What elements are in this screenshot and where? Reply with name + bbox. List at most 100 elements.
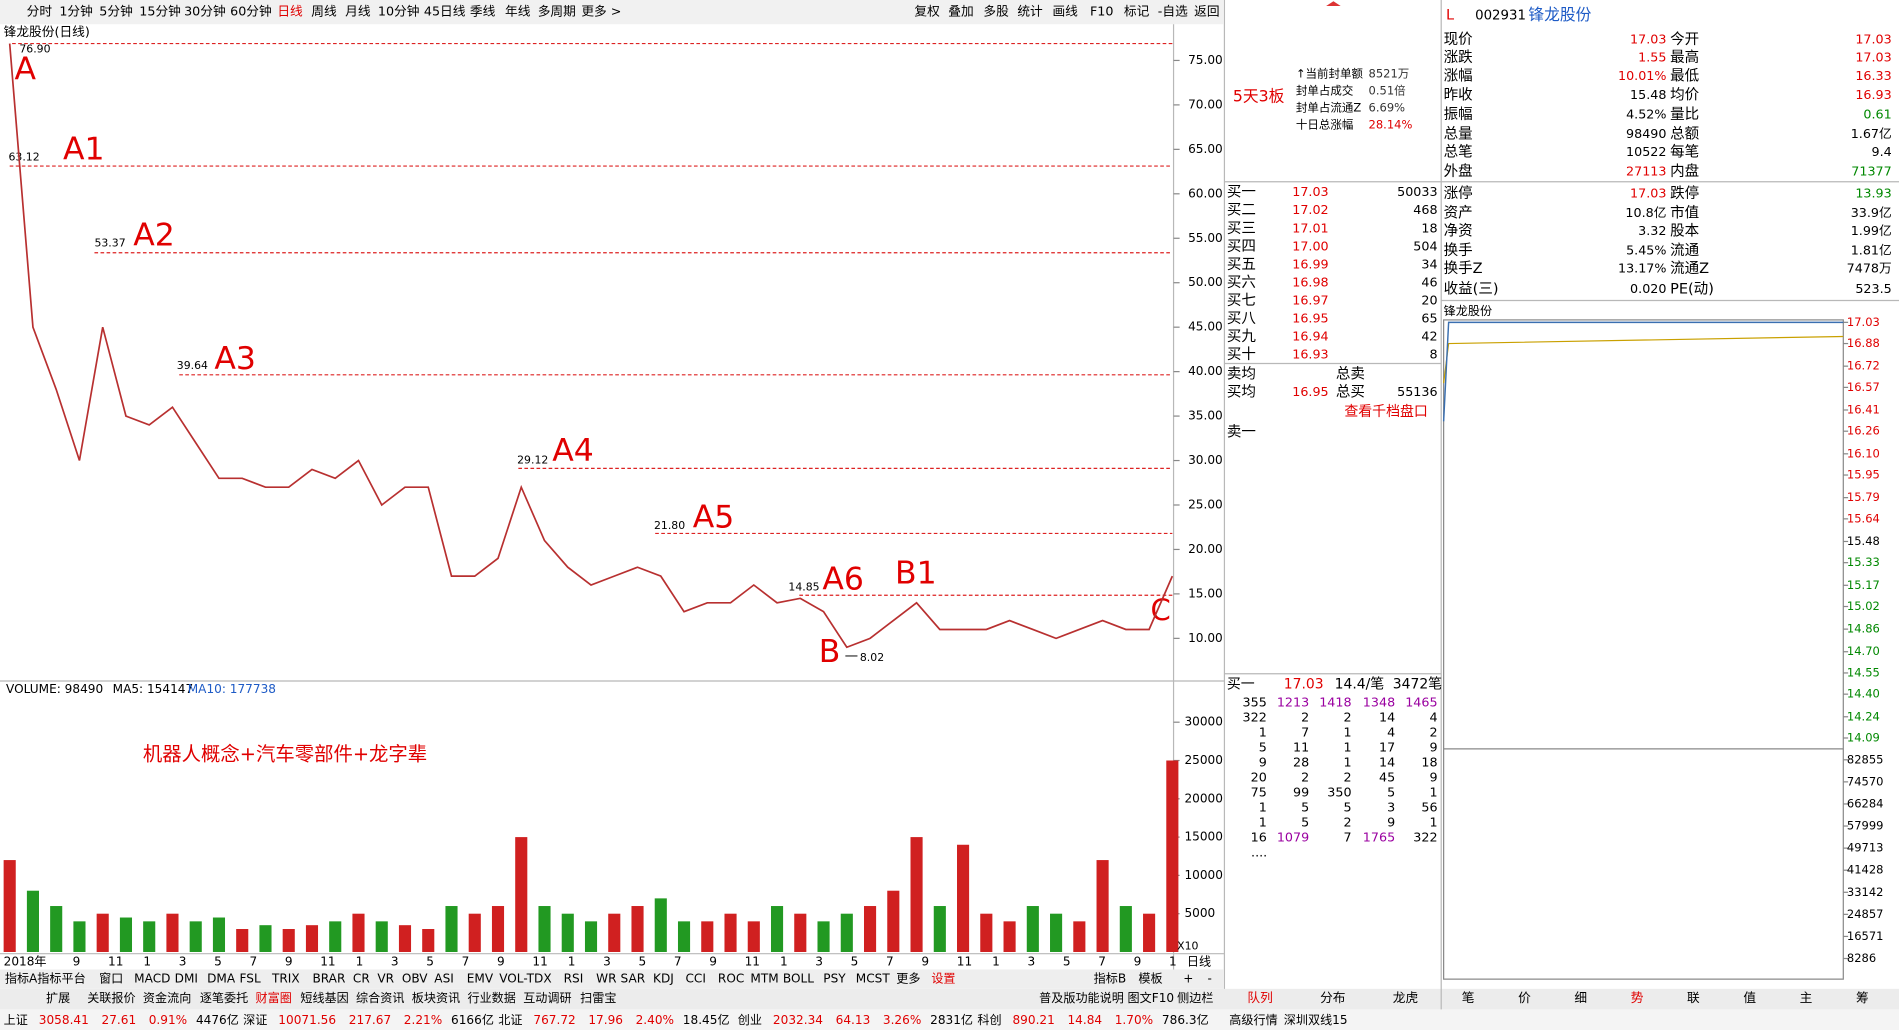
scale-label: X10: [1177, 939, 1198, 952]
indicator-tab[interactable]: BOLL: [783, 972, 814, 986]
toolbar-tab[interactable]: 年线: [505, 4, 531, 19]
toolbar-tab[interactable]: 1分钟: [59, 4, 93, 19]
toolbar-button[interactable]: 画线: [1052, 4, 1078, 19]
toolbar-button[interactable]: -自选: [1158, 4, 1188, 19]
bottom-tab[interactable]: 关联报价: [87, 990, 135, 1005]
bottom-tab[interactable]: 图文F10: [1128, 990, 1175, 1005]
y-tick-label: 5000: [1184, 906, 1215, 920]
indicator-tab[interactable]: 指标B: [1094, 971, 1127, 986]
toolbar-button[interactable]: 多股: [983, 4, 1009, 19]
indicator-tab[interactable]: RSI: [564, 972, 584, 986]
indicator-tab[interactable]: DMI: [175, 972, 198, 986]
toolbar-tab[interactable]: 日线: [277, 4, 303, 19]
bottom-tab[interactable]: 短线基因: [300, 991, 348, 1005]
indicator-tab[interactable]: FSL: [240, 972, 261, 986]
toolbar-tab[interactable]: 季线: [470, 4, 496, 19]
panel-tab[interactable]: 主: [1800, 990, 1813, 1005]
panel-tab[interactable]: 队列: [1247, 990, 1272, 1005]
indicator-tab[interactable]: 更多: [896, 972, 920, 986]
indicator-tab[interactable]: TRIX: [271, 972, 300, 986]
queue-cell: 7: [1343, 830, 1351, 845]
indicator-tab[interactable]: +: [1183, 972, 1193, 986]
toolbar-tab[interactable]: 30分钟: [184, 4, 226, 19]
y-tick-label: 16.10: [1847, 446, 1880, 460]
indicator-tab[interactable]: VOL-TDX: [499, 972, 551, 986]
indicator-tab[interactable]: WR: [596, 972, 617, 986]
toolbar-tab[interactable]: 45日线: [424, 4, 466, 19]
toolbar-tab[interactable]: 周线: [311, 4, 337, 19]
bottom-tab[interactable]: 财富圈: [256, 990, 292, 1005]
toolbar-tab[interactable]: 15分钟: [139, 4, 181, 19]
collapse-icon[interactable]: [1326, 1, 1341, 7]
indicator-tab[interactable]: PSY: [823, 972, 846, 986]
indicator-tab[interactable]: MACD: [134, 972, 170, 986]
indicator-tab[interactable]: SAR: [621, 972, 646, 986]
panel-tab[interactable]: 细: [1574, 990, 1587, 1005]
toolbar-tab[interactable]: 更多 >: [581, 4, 621, 19]
indicator-tab[interactable]: 指标A: [5, 971, 38, 986]
indicator-tab[interactable]: 模板: [1138, 972, 1162, 986]
y-tick-label: 50.00: [1188, 275, 1223, 289]
volume-bar: [794, 913, 807, 952]
bottom-tab[interactable]: 资金流向: [143, 990, 191, 1005]
bottom-tab[interactable]: 逐笔委托: [200, 990, 248, 1005]
toolbar-button[interactable]: 统计: [1017, 4, 1043, 19]
bottom-tab[interactable]: 板块资讯: [412, 991, 460, 1005]
indicator-tab[interactable]: ROC: [718, 972, 744, 986]
bottom-tab[interactable]: 互动调研: [523, 991, 571, 1005]
indicator-tab[interactable]: CR: [353, 972, 370, 986]
panel-tab[interactable]: 势: [1631, 990, 1644, 1005]
panel-tab[interactable]: 值: [1743, 990, 1756, 1005]
indicator-tab[interactable]: MTM: [750, 972, 778, 986]
quote-value: 1.67亿: [1851, 126, 1892, 141]
indicator-tab[interactable]: -: [1207, 972, 1211, 986]
indicator-tab[interactable]: MCST: [856, 972, 891, 986]
panel-tab[interactable]: 联: [1687, 990, 1700, 1005]
toolbar-button[interactable]: 复权: [914, 4, 940, 19]
indicator-tab[interactable]: VR: [377, 972, 394, 986]
quote-value: 98490: [1626, 126, 1666, 141]
date-label: 2018年: [4, 955, 47, 969]
bottom-tab[interactable]: 扫雷宝: [580, 991, 616, 1005]
panel-tab[interactable]: 分布: [1320, 990, 1345, 1005]
indicator-tab[interactable]: DMA: [207, 972, 236, 986]
indicator-tab[interactable]: 设置: [931, 972, 955, 986]
quote-label: 振幅: [1444, 106, 1473, 123]
indicator-tab[interactable]: EMV: [467, 972, 494, 986]
toolbar-tab[interactable]: 5分钟: [99, 4, 133, 19]
bottom-tab[interactable]: 侧边栏: [1177, 990, 1213, 1005]
quote-value: 13.17%: [1618, 261, 1666, 276]
bid-price: 16.99: [1292, 256, 1328, 271]
toolbar-button[interactable]: 返回: [1194, 4, 1219, 19]
toolbar-button[interactable]: 叠加: [948, 4, 973, 19]
indicator-tab[interactable]: ASI: [434, 972, 454, 986]
bottom-tab[interactable]: 普及版功能说明: [1039, 990, 1124, 1005]
indicator-tab[interactable]: 指标平台: [37, 971, 85, 986]
bottom-tab[interactable]: 综合资讯: [356, 990, 404, 1005]
queue-cell: 1465: [1405, 694, 1437, 709]
indicator-tab[interactable]: BRAR: [312, 972, 346, 986]
indicator-tab[interactable]: KDJ: [653, 972, 674, 986]
bottom-tab[interactable]: 行业数据: [467, 990, 515, 1005]
quote-label: 总量: [1444, 126, 1473, 143]
toolbar-tab[interactable]: 月线: [345, 4, 371, 19]
toolbar-tab[interactable]: 多周期: [538, 4, 576, 19]
indicator-tab[interactable]: OBV: [402, 972, 428, 986]
info-value: 0.51倍: [1369, 83, 1407, 97]
quote-value: 523.5: [1855, 281, 1891, 296]
toolbar-button[interactable]: F10: [1090, 4, 1113, 19]
toolbar-tab[interactable]: 10分钟: [378, 4, 420, 19]
panel-tab[interactable]: 价: [1518, 990, 1531, 1005]
queue-cell: 5: [1387, 784, 1395, 799]
volume-bar: [887, 890, 900, 952]
indicator-tab[interactable]: CCI: [685, 972, 705, 986]
toolbar-tab[interactable]: 60分钟: [230, 4, 272, 19]
indicator-tab[interactable]: 窗口: [99, 972, 123, 986]
panel-tab[interactable]: 筹: [1856, 990, 1869, 1005]
panel-tab[interactable]: 笔: [1462, 990, 1475, 1005]
depth-link[interactable]: 查看千档盘口: [1344, 403, 1428, 420]
panel-tab[interactable]: 龙虎: [1393, 990, 1418, 1005]
toolbar-tab[interactable]: 分时: [27, 4, 53, 19]
bottom-tab[interactable]: 扩展: [46, 991, 70, 1005]
toolbar-button[interactable]: 标记: [1124, 4, 1150, 19]
